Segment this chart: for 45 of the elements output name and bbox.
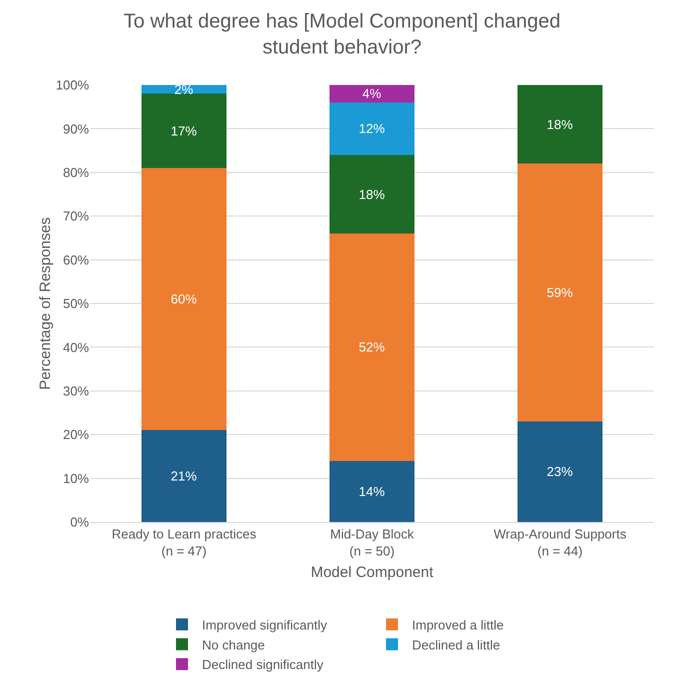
y-tick-label: 50% [62, 296, 90, 312]
data-label: 52% [358, 340, 386, 355]
bar [330, 460, 414, 522]
bar [142, 430, 226, 522]
legend-label: Declined significantly [202, 657, 324, 672]
y-axis-title: Percentage of Responses [37, 217, 54, 390]
data-label: 12% [358, 121, 386, 136]
x-tick-label: Wrap-Around Supports (n = 44) [494, 526, 627, 558]
data-label: 17% [170, 123, 198, 138]
data-label: 18% [358, 186, 386, 202]
bar [330, 154, 414, 234]
bar [142, 94, 226, 168]
data-label: 60% [170, 292, 198, 307]
data-label: 18% [546, 116, 574, 132]
data-label: 59% [546, 285, 574, 300]
legend-label: No change [202, 637, 265, 652]
x-tick-label: Mid-Day Block (n = 50) [330, 526, 414, 558]
y-tick-label: 10% [62, 470, 90, 486]
x-axis-title: Model Component [310, 564, 434, 581]
x-tick-label: Ready to Learn practices (n = 47) [112, 526, 257, 558]
y-tick-label: 70% [62, 208, 90, 224]
y-tick-label: 90% [62, 121, 90, 136]
data-label: 23% [546, 464, 574, 480]
bar [330, 85, 414, 102]
legend-label: Declined a little [412, 637, 500, 652]
legend-label: Improved significantly [202, 617, 328, 632]
y-tick-label: 100% [56, 78, 90, 93]
bar [330, 102, 414, 155]
chart-title: To what degree has [Model Component] changed student behavior? [124, 10, 560, 59]
data-label: 2% [174, 82, 194, 97]
bar [330, 234, 414, 461]
data-label: 21% [170, 468, 198, 484]
y-tick-label: 60% [62, 252, 90, 268]
y-tick-label: 40% [62, 340, 90, 355]
bar [518, 421, 602, 522]
bar [518, 164, 602, 422]
y-tick-label: 80% [62, 164, 90, 180]
y-tick-label: 0% [70, 514, 90, 530]
bar [518, 85, 602, 164]
data-label: 4% [362, 86, 382, 102]
y-tick-label: 20% [62, 427, 90, 442]
y-tick-label: 30% [62, 383, 90, 398]
bar [142, 168, 226, 430]
legend-label: Improved a little [412, 617, 504, 632]
data-label: 14% [358, 484, 386, 499]
